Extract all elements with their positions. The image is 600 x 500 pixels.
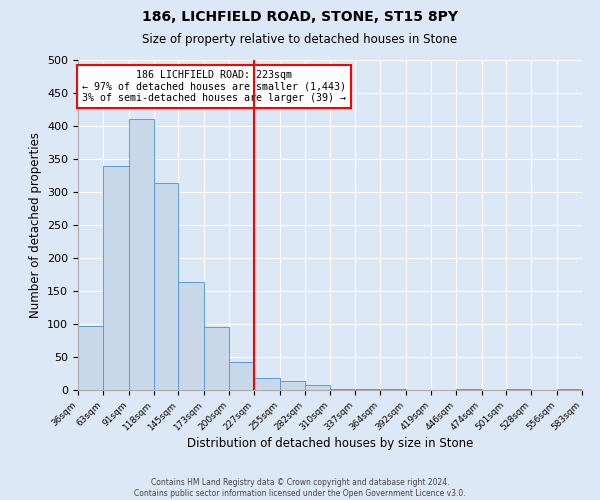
Bar — [78, 326, 103, 390]
Text: Contains HM Land Registry data © Crown copyright and database right 2024.
Contai: Contains HM Land Registry data © Crown c… — [134, 478, 466, 498]
Bar — [305, 384, 331, 390]
Text: Size of property relative to detached houses in Stone: Size of property relative to detached ho… — [142, 32, 458, 46]
Bar — [254, 378, 280, 390]
Bar — [456, 388, 482, 390]
Text: 186 LICHFIELD ROAD: 223sqm
← 97% of detached houses are smaller (1,443)
3% of se: 186 LICHFIELD ROAD: 223sqm ← 97% of deta… — [82, 70, 346, 103]
Bar — [331, 388, 355, 390]
Bar — [204, 326, 229, 390]
Bar — [229, 362, 254, 390]
X-axis label: Distribution of detached houses by size in Stone: Distribution of detached houses by size … — [187, 438, 473, 450]
Bar — [178, 282, 204, 390]
Bar — [154, 183, 178, 390]
Bar — [280, 382, 305, 390]
Bar — [128, 120, 154, 390]
Bar — [103, 166, 128, 390]
Text: 186, LICHFIELD ROAD, STONE, ST15 8PY: 186, LICHFIELD ROAD, STONE, ST15 8PY — [142, 10, 458, 24]
Y-axis label: Number of detached properties: Number of detached properties — [29, 132, 41, 318]
